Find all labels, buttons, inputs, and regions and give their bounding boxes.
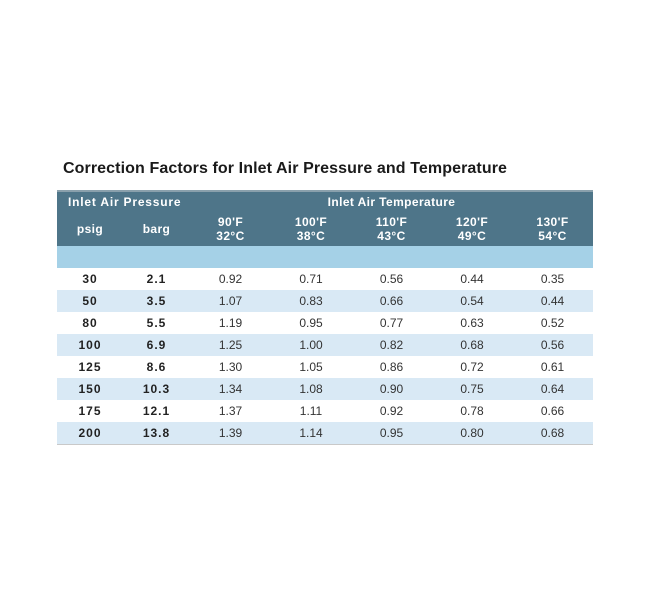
table-cell: 12.1: [142, 404, 171, 418]
table-row: 175 12.1 1.37 1.11 0.92 0.78 0.66: [57, 400, 593, 422]
header-spacer-row: [57, 246, 594, 268]
table-cell: 0.82: [379, 338, 404, 352]
table-cell: 1.08: [299, 382, 323, 396]
table-row: 200 13.8 1.39 1.14 0.95 0.80 0.68: [57, 422, 594, 445]
table-cell: 150: [78, 382, 102, 396]
table-cell: 0.64: [540, 382, 565, 396]
table-cell: 50: [82, 294, 98, 308]
column-header: 120'F 49°C: [432, 212, 512, 246]
table-row: 100 6.9 1.25 1.00 0.82 0.68 0.56: [57, 334, 594, 356]
table-cell: 0.66: [379, 294, 404, 308]
table-cell: 0.92: [218, 272, 243, 286]
table-cell: 1.05: [299, 360, 323, 374]
table-row: 30 2.1 0.92 0.71 0.56 0.44 0.35: [57, 268, 593, 290]
table-cell: 0.95: [299, 316, 323, 330]
table-cell: 2.1: [146, 272, 167, 286]
table-cell: 0.61: [540, 360, 565, 374]
table-cell: 0.52: [540, 316, 565, 330]
table-cell: 6.9: [146, 338, 167, 352]
table-cell: 1.30: [218, 360, 243, 374]
table-cell: 10.3: [142, 382, 171, 396]
table-cell: 5.5: [146, 316, 167, 330]
column-header: 110'F 43°C: [351, 212, 432, 246]
table-cell: 0.83: [299, 294, 323, 308]
table-cell: 1.14: [299, 426, 323, 440]
pressure-group-header: Inlet Air Pressure: [57, 191, 190, 212]
page-title: Correction Factors for Inlet Air Pressur…: [63, 160, 508, 177]
table-row: 50 3.5 1.07 0.83 0.66 0.54 0.44: [57, 290, 594, 312]
spacer-cell: [57, 246, 594, 268]
correction-factors-table: Inlet Air Pressure Inlet Air Temperature…: [57, 190, 594, 445]
table-cell: 13.8: [142, 426, 171, 440]
table-cell: 1.25: [218, 338, 243, 352]
table-cell: 1.07: [218, 294, 243, 308]
table-cell: 100: [78, 338, 102, 352]
group-header-row: Inlet Air Pressure Inlet Air Temperature: [57, 191, 594, 212]
table-cell: 1.00: [299, 338, 323, 352]
table-cell: 0.66: [540, 404, 565, 418]
table-cell: 30: [82, 272, 98, 286]
table-cell: 0.44: [540, 294, 565, 308]
table-cell: 125: [78, 360, 102, 374]
table-cell: 0.75: [460, 382, 484, 396]
table-cell: 1.11: [299, 404, 323, 418]
column-header: 100'F 38°C: [271, 212, 351, 246]
table-cell: 0.68: [540, 426, 565, 440]
table-cell: 0.95: [379, 426, 404, 440]
column-header: 130'F 54°C: [512, 212, 594, 246]
table-cell: 0.68: [460, 338, 484, 352]
column-header-row: psig barg 90'F 32°C 100'F 38°C 110'F 43°C 120'F 4…: [57, 212, 594, 246]
table-cell: 8.6: [146, 360, 167, 374]
table-cell: 0.56: [379, 272, 404, 286]
table-cell: 175: [78, 404, 102, 418]
column-header: 90'F 32°C: [190, 212, 271, 246]
table-row: 80 5.5 1.19 0.95 0.77 0.63 0.52: [57, 312, 593, 334]
table-cell: 0.92: [379, 404, 404, 418]
table-cell: 0.77: [379, 316, 404, 330]
table-cell: 1.34: [218, 382, 243, 396]
column-header: psig: [57, 212, 123, 246]
table-cell: 0.86: [379, 360, 404, 374]
table-cell: 1.37: [218, 404, 243, 418]
table-cell: 0.56: [540, 338, 565, 352]
table-cell: 3.5: [146, 294, 167, 308]
table-cell: 0.71: [299, 272, 323, 286]
table-cell: 0.78: [460, 404, 484, 418]
table-row: 150 10.3 1.34 1.08 0.90 0.75 0.64: [57, 378, 594, 400]
table-cell: 0.72: [460, 360, 484, 374]
table-cell: 1.39: [218, 426, 243, 440]
table-row: 125 8.6 1.30 1.05 0.86 0.72 0.61: [57, 356, 593, 378]
table-header: Inlet Air Pressure Inlet Air Temperature…: [57, 191, 594, 246]
table-body: 30 2.1 0.92 0.71 0.56 0.44 0.35 50 3.5 1.07 0.83 0.…: [57, 246, 594, 445]
table-cell: 0.80: [460, 426, 484, 440]
table-cell: 80: [82, 316, 98, 330]
table-cell: 0.63: [460, 316, 484, 330]
table-cell: 0.54: [460, 294, 484, 308]
table-cell: 200: [78, 426, 102, 440]
temperature-group-header: Inlet Air Temperature: [190, 191, 594, 212]
table-cell: 0.90: [379, 382, 404, 396]
table-cell: 0.35: [540, 272, 565, 286]
table-cell: 0.44: [460, 272, 484, 286]
column-header: barg: [123, 212, 190, 246]
table-cell: 1.19: [218, 316, 243, 330]
